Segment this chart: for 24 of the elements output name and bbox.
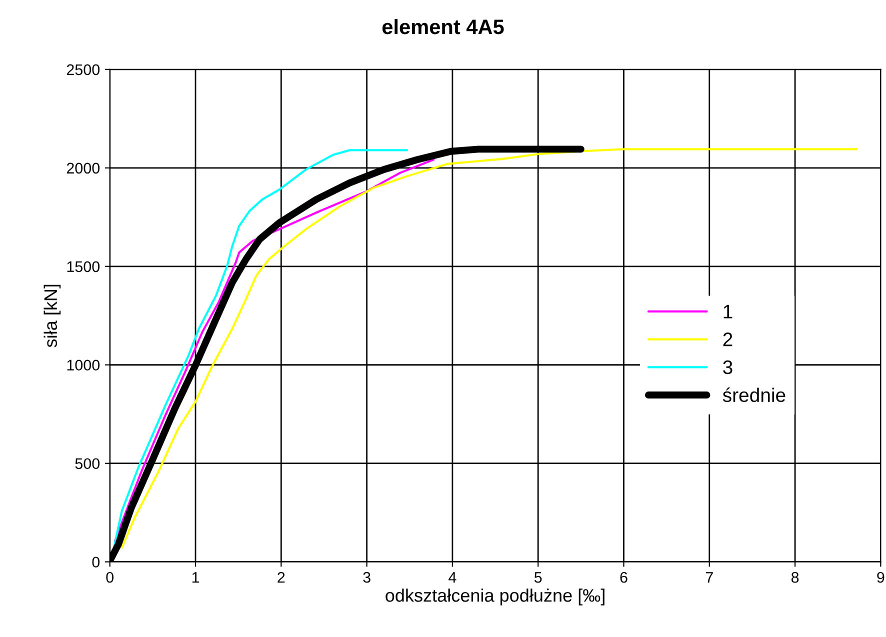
x-tick-label: 2: [278, 572, 285, 583]
x-tick-label: 1: [192, 572, 200, 583]
legend-label: 3: [723, 360, 732, 374]
y-tick-label: 500: [75, 458, 100, 470]
x-tick-label: 0: [106, 572, 114, 583]
y-tick-label: 1500: [67, 261, 100, 272]
x-tick-label: 4: [448, 572, 456, 583]
x-tick-label: 3: [363, 572, 370, 583]
y-tick-label: 0: [92, 556, 100, 568]
x-tick-label: 9: [877, 572, 884, 583]
y-tick-label: 2000: [66, 162, 100, 174]
legend-label: 2: [723, 332, 732, 346]
y-tick-label: 2500: [66, 64, 100, 76]
x-tick-label: 5: [534, 572, 542, 583]
x-tick-label: 6: [620, 572, 628, 583]
x-tick-label: 8: [791, 572, 799, 583]
legend-label: 1: [724, 304, 732, 318]
x-tick-label: 7: [706, 572, 713, 583]
chart-title: element 4A5: [382, 18, 504, 34]
legend-label: średnie: [722, 388, 786, 402]
y-axis-title: siła [kN]: [44, 284, 61, 348]
y-tick-label: 1000: [67, 360, 100, 371]
x-axis-title: odkształcenia podłużne [‰]: [386, 588, 604, 606]
line-series: [120, 148, 858, 549]
